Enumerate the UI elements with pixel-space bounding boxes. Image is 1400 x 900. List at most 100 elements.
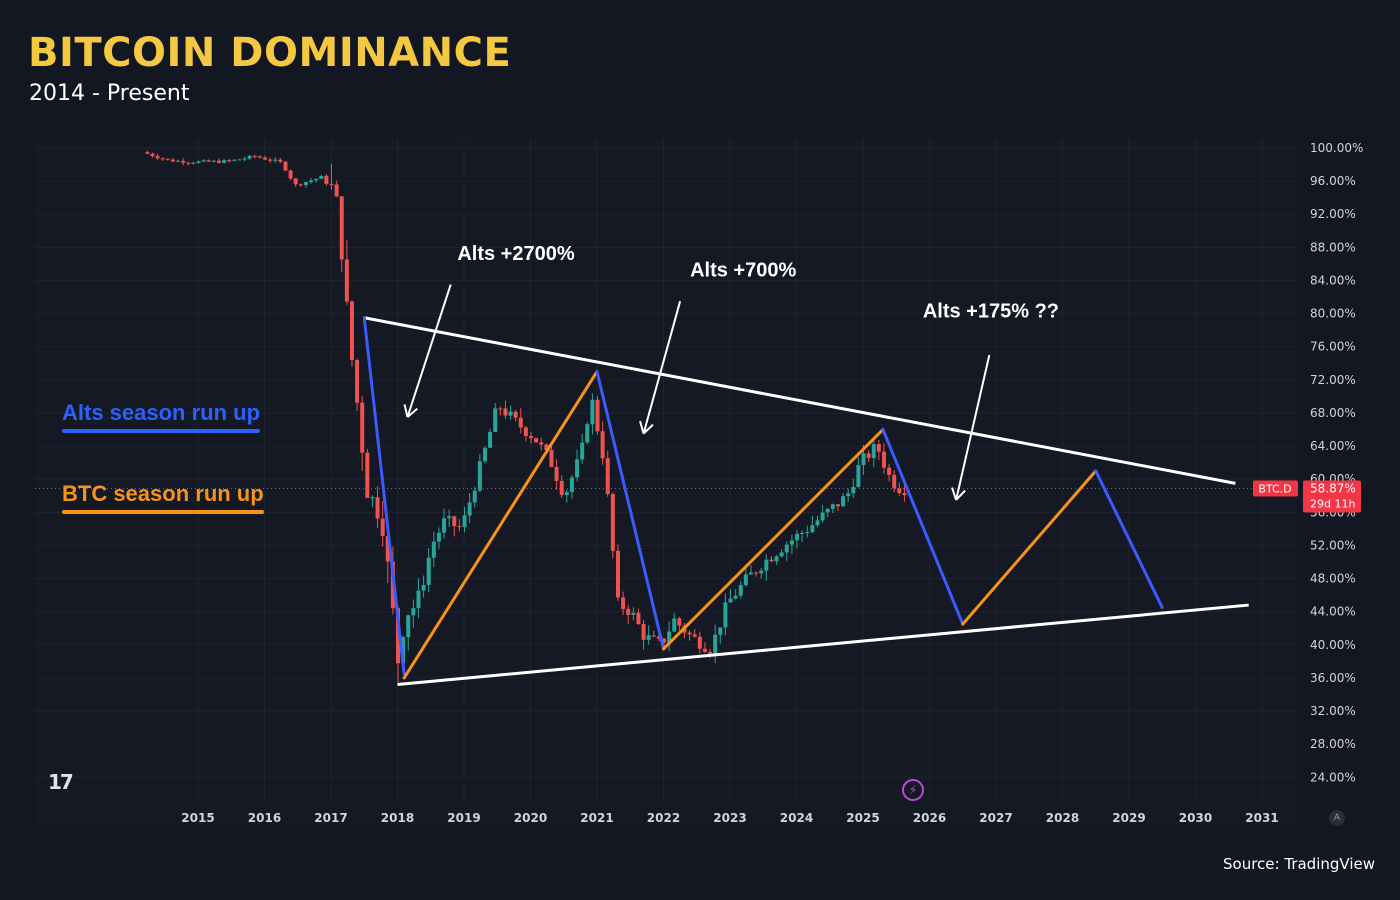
candle-body xyxy=(881,451,886,468)
y-tick-label: 48.00% xyxy=(1310,572,1356,586)
candle-body xyxy=(779,552,784,557)
y-tick-label: 100.00% xyxy=(1310,141,1363,155)
x-tick-label: 2023 xyxy=(713,811,746,825)
candle-body xyxy=(257,156,262,158)
price-tag-box xyxy=(1303,480,1361,513)
candle-body xyxy=(539,442,544,445)
candle-body xyxy=(145,152,150,154)
candle-body xyxy=(472,490,477,503)
y-tick-label: 92.00% xyxy=(1310,207,1356,221)
y-tick-label: 80.00% xyxy=(1310,307,1356,321)
candle-body xyxy=(523,427,528,437)
season-line xyxy=(961,469,1098,626)
legend-btc-season: BTC season run up xyxy=(62,481,264,514)
candle-body xyxy=(283,161,288,171)
candle-body xyxy=(544,444,549,451)
season-line xyxy=(662,428,885,651)
candle-body xyxy=(738,585,743,596)
candle-body xyxy=(176,160,181,162)
candle-body xyxy=(380,518,385,536)
candle-body xyxy=(846,493,851,497)
annotations: Alts +2700% Alts +700% Alts +175% ?? xyxy=(403,243,1059,501)
candle-body xyxy=(360,402,365,453)
candle-body xyxy=(600,431,605,459)
candle-body xyxy=(309,180,314,183)
candle-body xyxy=(503,408,508,416)
candle-body xyxy=(411,608,416,616)
season-line xyxy=(402,370,599,680)
candle-body xyxy=(467,502,472,516)
candle-body xyxy=(677,618,682,626)
candle-body xyxy=(319,175,324,179)
candle-body xyxy=(513,411,518,418)
candle-body xyxy=(585,424,590,443)
chart-title: BITCOIN DOMINANCE xyxy=(28,30,512,76)
candle-body xyxy=(227,160,232,162)
candle-body xyxy=(774,556,779,562)
trend-line-upper xyxy=(363,316,1236,485)
annotation-label: Alts +2700% xyxy=(457,243,575,265)
season-lines xyxy=(362,316,1164,680)
x-tick-label: 2018 xyxy=(381,811,414,825)
candle-body xyxy=(856,465,861,487)
candle-body xyxy=(518,417,523,428)
annotation-arrowhead xyxy=(639,420,645,434)
candle-body xyxy=(416,590,421,609)
x-tick-label: 2022 xyxy=(647,811,680,825)
lightning-bolt-icon[interactable]: ⚡ xyxy=(902,779,924,801)
candlestick-series xyxy=(35,150,1297,684)
candle-body xyxy=(186,162,191,164)
candle-body xyxy=(697,636,702,649)
y-tick-label: 88.00% xyxy=(1310,240,1356,254)
legend-alts-season: Alts season run up xyxy=(62,400,261,433)
candle-body xyxy=(692,634,697,637)
candle-body xyxy=(631,612,636,615)
candle-body xyxy=(759,570,764,574)
candle-body xyxy=(349,301,354,361)
candle-body xyxy=(421,585,426,591)
candle-body xyxy=(288,170,293,179)
candle-body xyxy=(252,155,257,157)
candle-body xyxy=(667,631,672,643)
candle-body xyxy=(498,408,503,410)
candle-body xyxy=(488,431,493,448)
season-line xyxy=(362,316,406,676)
candle-body xyxy=(247,155,252,159)
y-tick-label: 44.00% xyxy=(1310,605,1356,619)
candle-body xyxy=(723,602,728,628)
candle-body xyxy=(196,161,201,163)
x-tick-label: 2024 xyxy=(780,811,813,825)
candle-body xyxy=(216,160,221,163)
candle-body xyxy=(866,453,871,459)
candle-body xyxy=(431,541,436,558)
x-tick-label: 2019 xyxy=(447,811,480,825)
y-tick-label: 40.00% xyxy=(1310,638,1356,652)
y-tick-label: 24.00% xyxy=(1310,770,1356,784)
annotation-arrowhead xyxy=(951,487,958,501)
annotation-arrowhead xyxy=(403,404,409,418)
x-tick-label: 2017 xyxy=(314,811,347,825)
candle-body xyxy=(636,612,641,625)
y-tick-label: 84.00% xyxy=(1310,273,1356,287)
candle-body xyxy=(902,493,907,496)
candle-body xyxy=(590,399,595,425)
candle-body xyxy=(569,477,574,493)
candle-body xyxy=(876,444,881,452)
candle-body xyxy=(621,597,626,609)
x-tick-label: 2030 xyxy=(1179,811,1212,825)
candle-body xyxy=(181,160,186,163)
candle-body xyxy=(646,635,651,640)
legend-alts-label: Alts season run up xyxy=(62,400,261,425)
candle-body xyxy=(820,512,825,521)
candle-body xyxy=(702,648,707,652)
candle-body xyxy=(651,635,656,637)
auto-scale-icon[interactable]: A xyxy=(1329,810,1345,826)
candle-body xyxy=(861,453,866,466)
annotation-arrow xyxy=(642,300,682,434)
x-tick-label: 2027 xyxy=(979,811,1012,825)
plot-background xyxy=(35,138,1297,830)
candle-body xyxy=(452,516,457,527)
candle-body xyxy=(748,572,753,575)
candle-body xyxy=(508,411,513,416)
candle-body xyxy=(263,157,268,160)
